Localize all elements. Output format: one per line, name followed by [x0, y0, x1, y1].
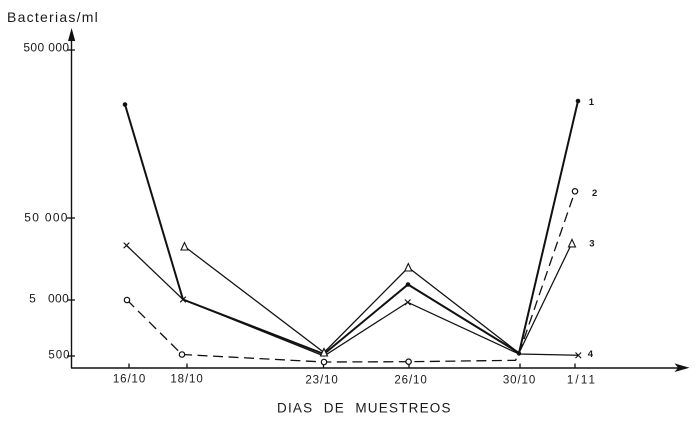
- svg-text:1/11: 1/11: [567, 375, 597, 387]
- svg-text:Bacterias/ml: Bacterias/ml: [7, 9, 99, 25]
- svg-text:2: 2: [592, 188, 597, 199]
- svg-text:500: 500: [48, 350, 70, 362]
- svg-text:18/10: 18/10: [170, 374, 203, 386]
- svg-text:3: 3: [589, 239, 594, 250]
- svg-text:16/10: 16/10: [113, 374, 146, 386]
- svg-text:500 000: 500 000: [23, 41, 69, 55]
- svg-text:23/10: 23/10: [305, 375, 338, 387]
- svg-text:30/10: 30/10: [503, 375, 536, 387]
- svg-text:50 000: 50 000: [24, 210, 69, 224]
- svg-text:1: 1: [589, 97, 595, 108]
- svg-text:DIAS DE MUESTREOS: DIAS DE MUESTREOS: [277, 401, 452, 416]
- svg-text:26/10: 26/10: [394, 375, 427, 387]
- svg-text:4: 4: [588, 349, 594, 360]
- svg-text:5 000: 5 000: [29, 292, 69, 306]
